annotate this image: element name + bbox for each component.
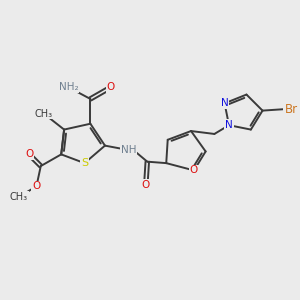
Text: NH₂: NH₂ [59,82,78,92]
Text: O: O [32,182,40,191]
Text: O: O [142,180,150,190]
Text: O: O [190,165,198,176]
Text: Br: Br [284,103,298,116]
Text: CH₃: CH₃ [34,109,53,118]
Text: N: N [221,98,229,108]
Text: N: N [225,120,233,130]
Text: O: O [107,82,115,92]
Text: NH: NH [121,145,136,155]
Text: O: O [25,149,33,159]
Text: CH₃: CH₃ [10,192,28,202]
Text: S: S [81,158,88,168]
